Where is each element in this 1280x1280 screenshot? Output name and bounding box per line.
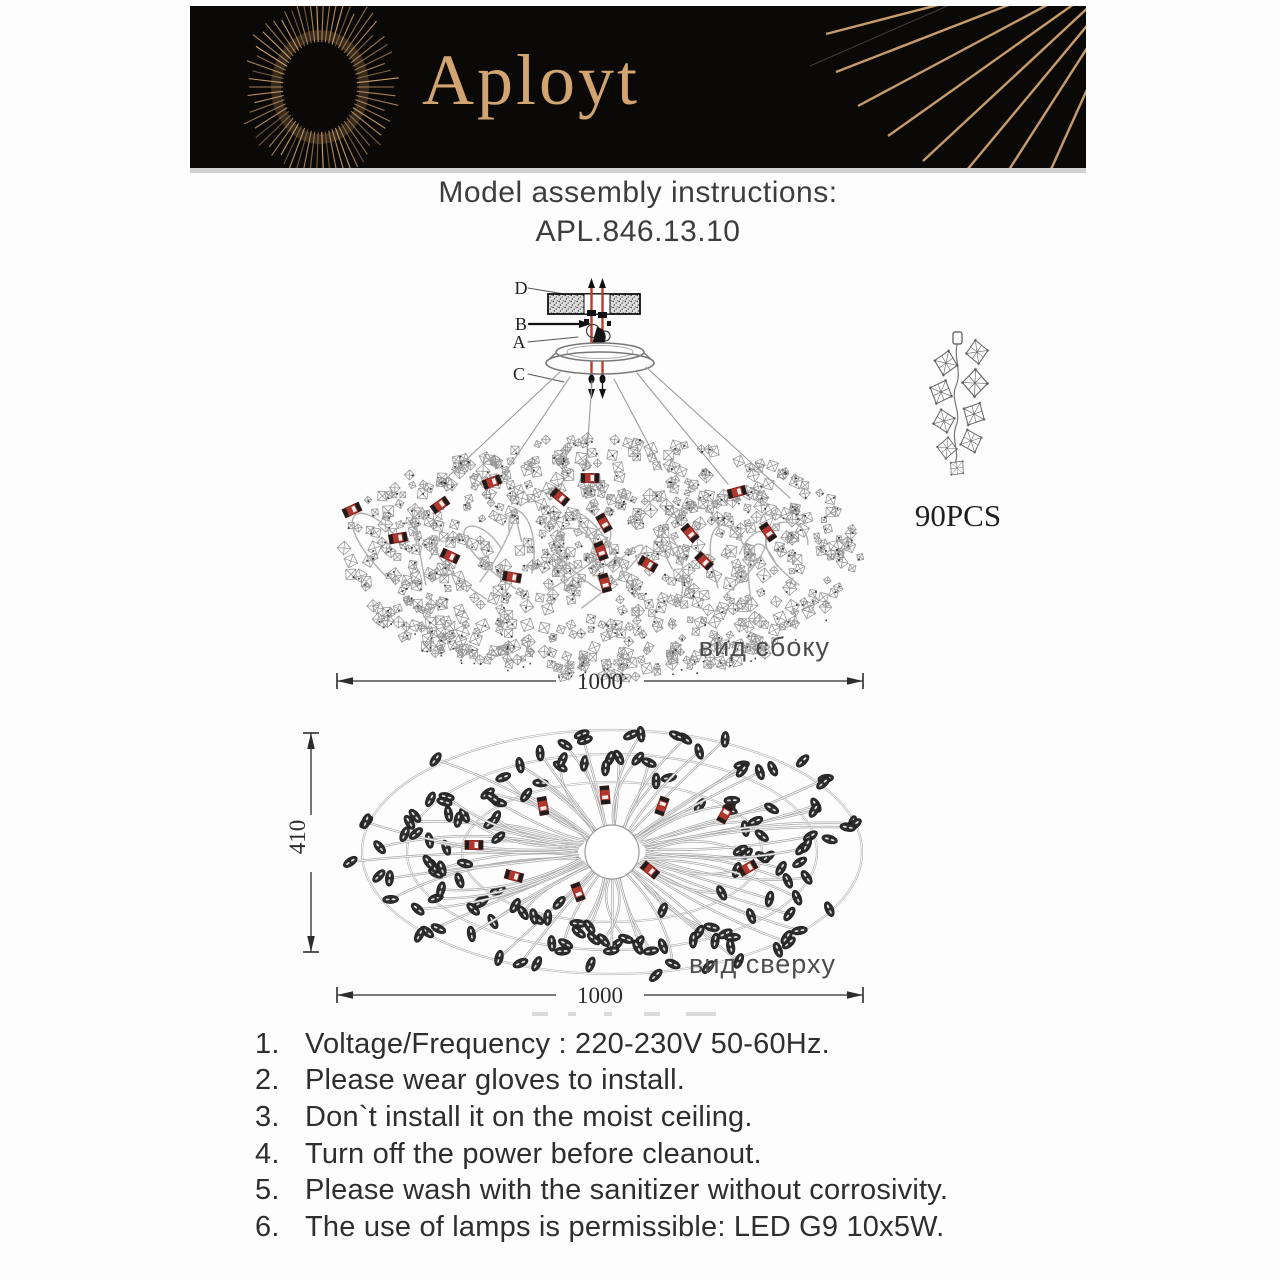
top-width-value: 1000	[577, 983, 623, 1008]
item-text: Don`t install it on the moist ceiling.	[305, 1100, 753, 1133]
item-text: The use of lamps is permissible: LED G9 …	[305, 1210, 945, 1243]
item-text: Turn off the power before cleanout.	[305, 1137, 762, 1170]
item-number: 6.	[255, 1210, 280, 1243]
ceiling-mount-detail: D B A C	[436, 278, 791, 499]
list-item: 4. Turn off the power before cleanout.	[255, 1136, 1065, 1173]
list-item: 2. Please wear gloves to install.	[255, 1063, 1065, 1100]
page-title: Model assembly instructions:	[438, 176, 838, 209]
assembly-diagram: D B A C	[285, 278, 1001, 1016]
side-view-caption: вид сбоку	[699, 632, 830, 662]
top-width-dimension: 1000	[336, 983, 864, 1008]
crystal-strand-pack: 90PCS	[915, 331, 1001, 533]
item-number: 3.	[255, 1100, 280, 1133]
mount-label-a: A	[513, 332, 526, 352]
item-text: Please wear gloves to install.	[305, 1064, 685, 1097]
mount-label-b: B	[515, 314, 527, 334]
item-text: Please wash with the sanitizer without c…	[305, 1174, 949, 1207]
mount-label-c: C	[513, 364, 525, 384]
item-text: Voltage/Frequency : 220-230V 50-60Hz.	[305, 1027, 830, 1060]
list-item: 5. Please wash with the sanitizer withou…	[255, 1172, 1065, 1209]
chandelier-top-view	[340, 725, 865, 985]
item-number: 5.	[255, 1174, 280, 1207]
mount-label-d: D	[515, 278, 528, 298]
top-height-value: 410	[285, 820, 310, 855]
model-code: APL.846.13.10	[535, 215, 741, 248]
list-item: 3. Don`t install it on the moist ceiling…	[255, 1099, 1065, 1136]
side-width-dimension: 1000	[336, 669, 864, 694]
list-item: 6. The use of lamps is permissible: LED …	[255, 1209, 1065, 1246]
side-width-value: 1000	[577, 669, 623, 694]
list-item: 1. Voltage/Frequency : 220-230V 50-60Hz.	[255, 1026, 1065, 1063]
brand-banner: Aployt	[190, 6, 1086, 173]
brand-name: Aployt	[422, 40, 641, 120]
title-block: Model assembly instructions: APL.846.13.…	[190, 176, 1086, 249]
item-number: 2.	[255, 1064, 280, 1097]
sunburst-logo-icon	[243, 6, 399, 168]
crystal-pack-count: 90PCS	[915, 498, 1001, 533]
top-height-dimension: 410	[285, 732, 319, 953]
gold-rays-decoration	[809, 6, 1086, 168]
instruction-list: 1. Voltage/Frequency : 220-230V 50-60Hz.…	[255, 1026, 1065, 1246]
top-view-center-hub	[584, 824, 640, 880]
item-number: 1.	[255, 1027, 280, 1060]
item-number: 4.	[255, 1137, 280, 1170]
top-view-caption: вид сверху	[689, 949, 836, 979]
